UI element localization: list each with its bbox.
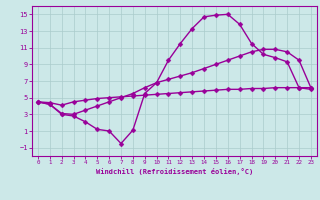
X-axis label: Windchill (Refroidissement éolien,°C): Windchill (Refroidissement éolien,°C) <box>96 168 253 175</box>
